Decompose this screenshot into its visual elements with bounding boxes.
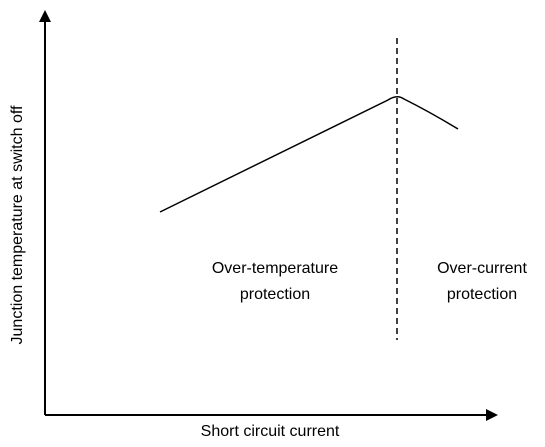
region-label: protection [240,286,310,303]
region-label: protection [447,286,517,303]
region-label: Over-current [437,260,527,277]
temperature-curve [159,96,459,213]
region-label: Over-temperature [212,260,338,277]
x-axis-label: Short circuit current [201,423,340,440]
y-axis-label: Junction temperature at switch off [9,105,26,344]
